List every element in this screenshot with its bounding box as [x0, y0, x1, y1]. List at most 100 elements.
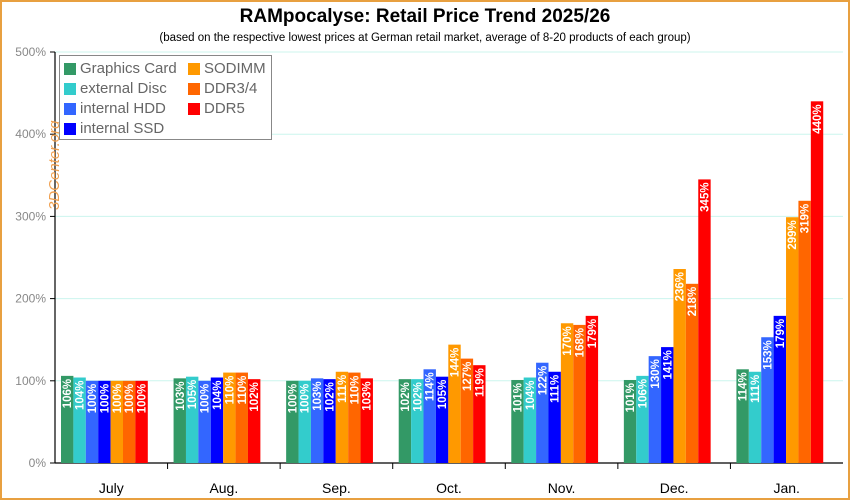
- bar: [736, 369, 749, 463]
- bar-value-label: 103%: [362, 381, 374, 410]
- bar-value-label: 111%: [550, 375, 562, 403]
- bar-value-label: 119%: [474, 368, 486, 397]
- bar: [560, 323, 574, 463]
- bar: [286, 380, 299, 463]
- x-tick-label: July: [99, 480, 124, 496]
- bar-value-label: 114%: [425, 372, 437, 401]
- bar: [511, 379, 524, 463]
- x-tick-label: Sep.: [322, 480, 351, 496]
- legend-label: Graphics Card: [80, 60, 177, 77]
- bar-value-label: 144%: [450, 348, 462, 377]
- bar-value-label: 104%: [212, 381, 224, 410]
- y-tick-label: 300%: [15, 209, 46, 223]
- bar-value-label: 100%: [87, 384, 99, 413]
- legend-item-ddr5: DDR5: [188, 100, 245, 117]
- bar: [310, 378, 324, 463]
- bar: [298, 380, 311, 463]
- bar: [73, 377, 86, 463]
- x-tick-label: Aug.: [209, 480, 238, 496]
- bar: [798, 200, 811, 464]
- bar: [698, 179, 711, 463]
- bar: [360, 378, 373, 463]
- y-tick-label: 200%: [15, 292, 46, 306]
- legend-swatch: [188, 82, 200, 95]
- y-tick-label: 0%: [29, 456, 47, 470]
- bar: [323, 379, 336, 463]
- bar: [748, 371, 762, 463]
- bar-value-label: 105%: [437, 380, 449, 409]
- legend-label: SODIMM: [204, 60, 266, 77]
- bar-value-label: 100%: [137, 384, 149, 413]
- legend-item-ddr34: DDR3/4: [188, 80, 257, 97]
- legend-swatch: [64, 122, 76, 135]
- bar: [636, 375, 649, 463]
- bar: [573, 324, 586, 463]
- bar: [536, 362, 549, 463]
- y-tick-label: 400%: [15, 127, 46, 141]
- legend-swatch: [64, 82, 76, 95]
- bar: [585, 315, 599, 463]
- bar-value-label: 170%: [562, 326, 574, 355]
- bar-value-label: 100%: [300, 384, 312, 413]
- bar-value-label: 101%: [625, 383, 637, 412]
- legend-label: DDR3/4: [204, 80, 258, 97]
- legend-label: internal HDD: [80, 100, 166, 117]
- bar-value-label: 440%: [812, 104, 824, 133]
- bar: [411, 379, 424, 463]
- bar-value-label: 106%: [62, 379, 74, 408]
- bar: [810, 101, 824, 463]
- bar: [173, 378, 186, 463]
- bar: [685, 283, 699, 463]
- bar: [135, 380, 148, 463]
- bar-value-label: 111%: [337, 375, 349, 403]
- bar-value-label: 153%: [762, 340, 774, 369]
- bar: [98, 380, 111, 463]
- bar-value-label: 122%: [537, 366, 549, 395]
- y-tick-label: 100%: [15, 374, 46, 388]
- bar-value-label: 100%: [124, 384, 136, 413]
- bar-value-label: 179%: [775, 319, 787, 348]
- bar-value-label: 218%: [687, 287, 699, 316]
- bar-value-label: 127%: [462, 362, 474, 391]
- legend-swatch: [188, 62, 200, 75]
- bar: [110, 380, 123, 463]
- bar-value-label: 110%: [224, 376, 236, 405]
- bar-value-label: 319%: [800, 204, 812, 233]
- bar-value-label: 299%: [787, 220, 799, 249]
- bar: [548, 371, 561, 463]
- bar: [773, 315, 787, 463]
- bar-value-label: 110%: [237, 376, 249, 405]
- bar-value-label: 103%: [175, 381, 187, 410]
- bar: [673, 269, 686, 463]
- x-tick-label: Dec.: [660, 480, 689, 496]
- legend-item-internal-hdd: internal HDD: [64, 100, 166, 117]
- legend-swatch: [64, 62, 76, 75]
- bar: [210, 377, 224, 463]
- bar-value-label: 141%: [662, 350, 674, 379]
- bar-value-label: 236%: [675, 272, 687, 301]
- legend-item-external-disc: external Disc: [64, 80, 167, 97]
- y-tick-label: 500%: [15, 45, 46, 59]
- bar: [223, 372, 236, 463]
- bar-value-label: 102%: [325, 382, 337, 411]
- chart-title: RAMpocalyse: Retail Price Trend 2025/26: [239, 6, 611, 27]
- bar-value-label: 104%: [75, 381, 87, 410]
- bar: [235, 372, 248, 463]
- bar-value-label: 104%: [525, 381, 537, 410]
- bar: [185, 376, 199, 463]
- bar: [247, 379, 261, 463]
- bar-value-label: 102%: [400, 382, 412, 411]
- x-tick-label: Jan.: [773, 480, 799, 496]
- bar-value-label: 111%: [750, 375, 762, 403]
- legend-label: external Disc: [80, 80, 167, 97]
- bar: [198, 380, 211, 463]
- bar-value-label: 345%: [699, 182, 711, 211]
- legend-item-internal-ssd: internal SSD: [64, 120, 164, 137]
- legend-label: internal SSD: [80, 120, 165, 137]
- bar-value-label: 100%: [99, 384, 111, 413]
- legend-swatch: [64, 102, 76, 115]
- x-tick-label: Nov.: [548, 480, 576, 496]
- bar-value-label: 106%: [637, 379, 649, 408]
- bar: [460, 358, 474, 463]
